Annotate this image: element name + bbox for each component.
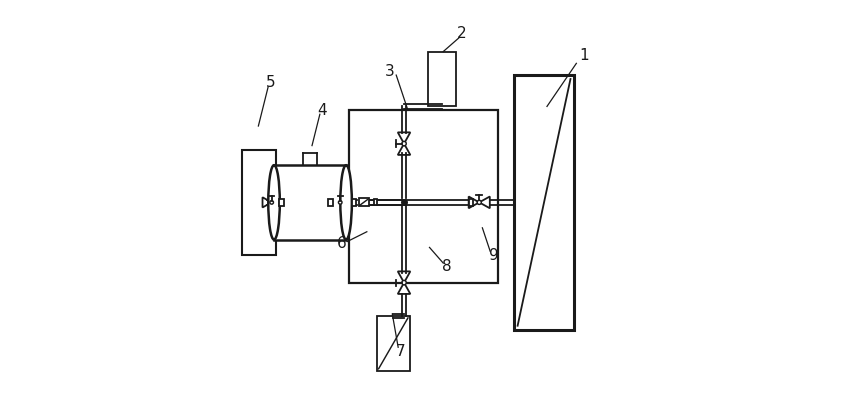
Bar — [376, 316, 410, 371]
Bar — [352, 199, 356, 206]
Circle shape — [478, 200, 481, 204]
Bar — [374, 199, 377, 205]
Bar — [428, 51, 456, 107]
Circle shape — [402, 141, 406, 146]
Text: 8: 8 — [442, 259, 452, 274]
Bar — [279, 199, 283, 206]
Text: 3: 3 — [385, 64, 394, 79]
Bar — [274, 165, 346, 240]
Text: 9: 9 — [490, 248, 499, 263]
Ellipse shape — [268, 165, 280, 240]
Bar — [350, 110, 498, 283]
Text: 4: 4 — [317, 103, 326, 118]
Bar — [242, 149, 276, 255]
Bar — [514, 75, 575, 330]
Bar — [328, 199, 332, 206]
Circle shape — [338, 200, 342, 204]
Text: 5: 5 — [266, 75, 276, 90]
Bar — [359, 198, 369, 206]
Ellipse shape — [340, 165, 352, 240]
Circle shape — [402, 281, 406, 285]
Circle shape — [270, 200, 273, 204]
Text: 1: 1 — [579, 48, 589, 63]
Text: 7: 7 — [395, 344, 405, 359]
Bar — [469, 199, 472, 206]
Text: 6: 6 — [337, 236, 346, 251]
Text: 2: 2 — [457, 26, 466, 42]
